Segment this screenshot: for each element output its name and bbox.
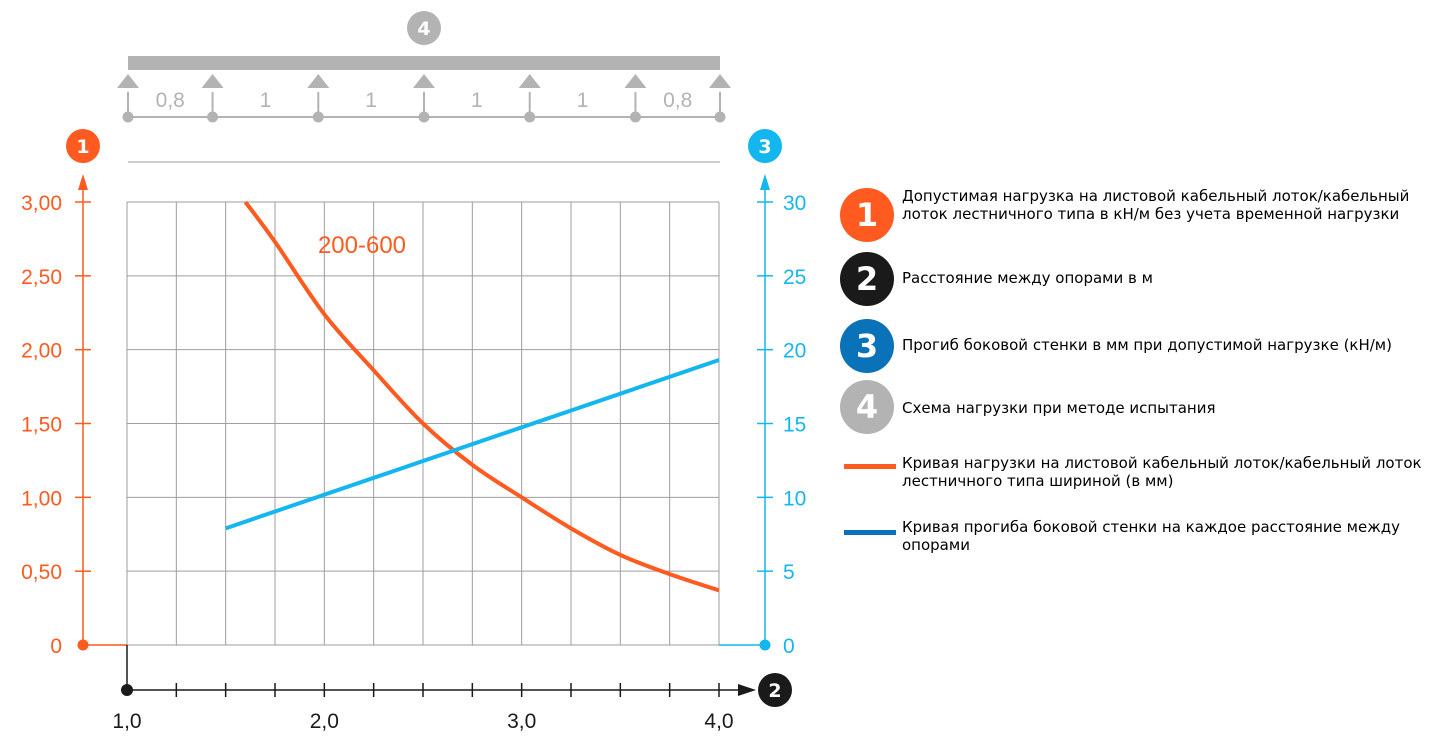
orange-line-icon xyxy=(844,464,896,469)
support-triangle-icon xyxy=(518,74,541,88)
legend-text: Кривая нагрузки на листовой кабельный ло… xyxy=(902,454,1422,490)
bottom-axis-tick-label: 2,0 xyxy=(310,710,339,733)
legend: 1 Допустимая нагрузка на листовой кабель… xyxy=(832,0,1429,740)
right-axis-tick-label: 25 xyxy=(783,266,806,289)
left-axis-arrow-icon xyxy=(78,174,88,190)
bottom-axis-tick-label: 3,0 xyxy=(507,710,536,733)
left-axis-tick-label: 2,00 xyxy=(21,340,62,363)
badge-3-icon: 3 xyxy=(840,319,894,373)
left-axis-tick-label: 1,50 xyxy=(21,414,62,437)
bottom-axis-tick-label: 4,0 xyxy=(704,710,733,733)
left-axis-tick-label: 1,00 xyxy=(21,487,62,510)
span-label: 1 xyxy=(260,89,272,112)
axis-marker-1-label: 1 xyxy=(76,136,89,158)
support-dot xyxy=(714,111,726,123)
chart-series xyxy=(225,200,720,593)
blue-line-icon xyxy=(844,530,896,535)
span-label: 1 xyxy=(577,89,589,112)
legend-text: Кривая прогиба боковой стенки на каждое … xyxy=(902,518,1400,554)
axis-marker-2-label: 2 xyxy=(768,680,781,702)
span-label: 0,8 xyxy=(663,89,692,112)
right-axis-tick-label: 15 xyxy=(783,414,806,437)
load-curve-line xyxy=(243,200,720,593)
support-dot xyxy=(312,111,324,123)
legend-text: Схема нагрузки при методе испытания xyxy=(902,399,1216,417)
bottom-axis-origin-dot xyxy=(121,684,133,696)
support-dot xyxy=(207,111,219,123)
support-triangle-icon xyxy=(413,74,435,88)
badge-4-icon: 4 xyxy=(840,380,894,434)
span-label: 0,8 xyxy=(156,89,185,112)
support-triangle-icon xyxy=(117,74,139,88)
support-dot xyxy=(524,111,536,123)
span-label: 1 xyxy=(471,89,483,112)
support-triangle-icon xyxy=(709,74,731,88)
right-axis-arrow-icon xyxy=(760,174,770,190)
load-beam xyxy=(128,56,720,70)
support-dot xyxy=(418,111,430,123)
series-label: 200-600 xyxy=(318,232,406,259)
axis-marker-2-icon xyxy=(758,673,792,707)
support-triangle-icon xyxy=(307,74,330,88)
badge-1-icon: 1 xyxy=(840,188,894,242)
chart-axes: 100,501,001,502,002,503,0030510152025302… xyxy=(21,129,806,733)
axis-marker-3-label: 3 xyxy=(758,136,771,158)
left-axis-tick-label: 2,50 xyxy=(21,266,62,289)
right-axis-tick-label: 20 xyxy=(783,340,806,363)
axis-marker-3-icon xyxy=(748,129,782,163)
legend-text: Допустимая нагрузка на листовой кабельны… xyxy=(902,187,1410,223)
load-deflection-chart: 40,8 1 1 1 1 0,8 100,501,001,502,002,503,0030… xyxy=(21,11,806,733)
legend-text: Прогиб боковой стенки в мм при допустимо… xyxy=(902,336,1392,354)
right-axis-tick-label: 0 xyxy=(783,635,795,658)
legend-text: Расстояние между опорами в м xyxy=(902,269,1153,287)
bottom-axis-tick-label: 1,0 xyxy=(112,710,141,733)
right-axis-tick-label: 30 xyxy=(783,192,806,215)
chart-grid xyxy=(126,201,720,646)
left-axis-tick-label: 0,50 xyxy=(21,561,62,584)
badge-2-icon: 2 xyxy=(840,252,894,306)
load-scheme: 4 0,8 1 1 1 1 0,8 xyxy=(117,11,731,163)
bottom-axis-arrow-icon xyxy=(738,684,756,696)
left-axis-tick-label: 3,00 xyxy=(21,192,62,215)
scheme-marker-4-icon xyxy=(407,11,441,45)
support-triangle-icon xyxy=(201,74,224,88)
right-axis-tick-label: 10 xyxy=(783,487,806,510)
support-dot xyxy=(122,111,134,123)
deflection-curve-line xyxy=(225,358,720,531)
support-triangle-icon xyxy=(624,74,647,88)
chart-labels: 200-600 xyxy=(318,232,406,259)
right-axis-tick-label: 5 xyxy=(783,561,795,584)
axis-marker-1-icon xyxy=(66,129,100,163)
left-axis-tick-label: 0 xyxy=(50,635,62,658)
span-label: 1 xyxy=(365,89,377,112)
scheme-marker-4-label: 4 xyxy=(417,18,430,40)
support-dot xyxy=(629,111,641,123)
